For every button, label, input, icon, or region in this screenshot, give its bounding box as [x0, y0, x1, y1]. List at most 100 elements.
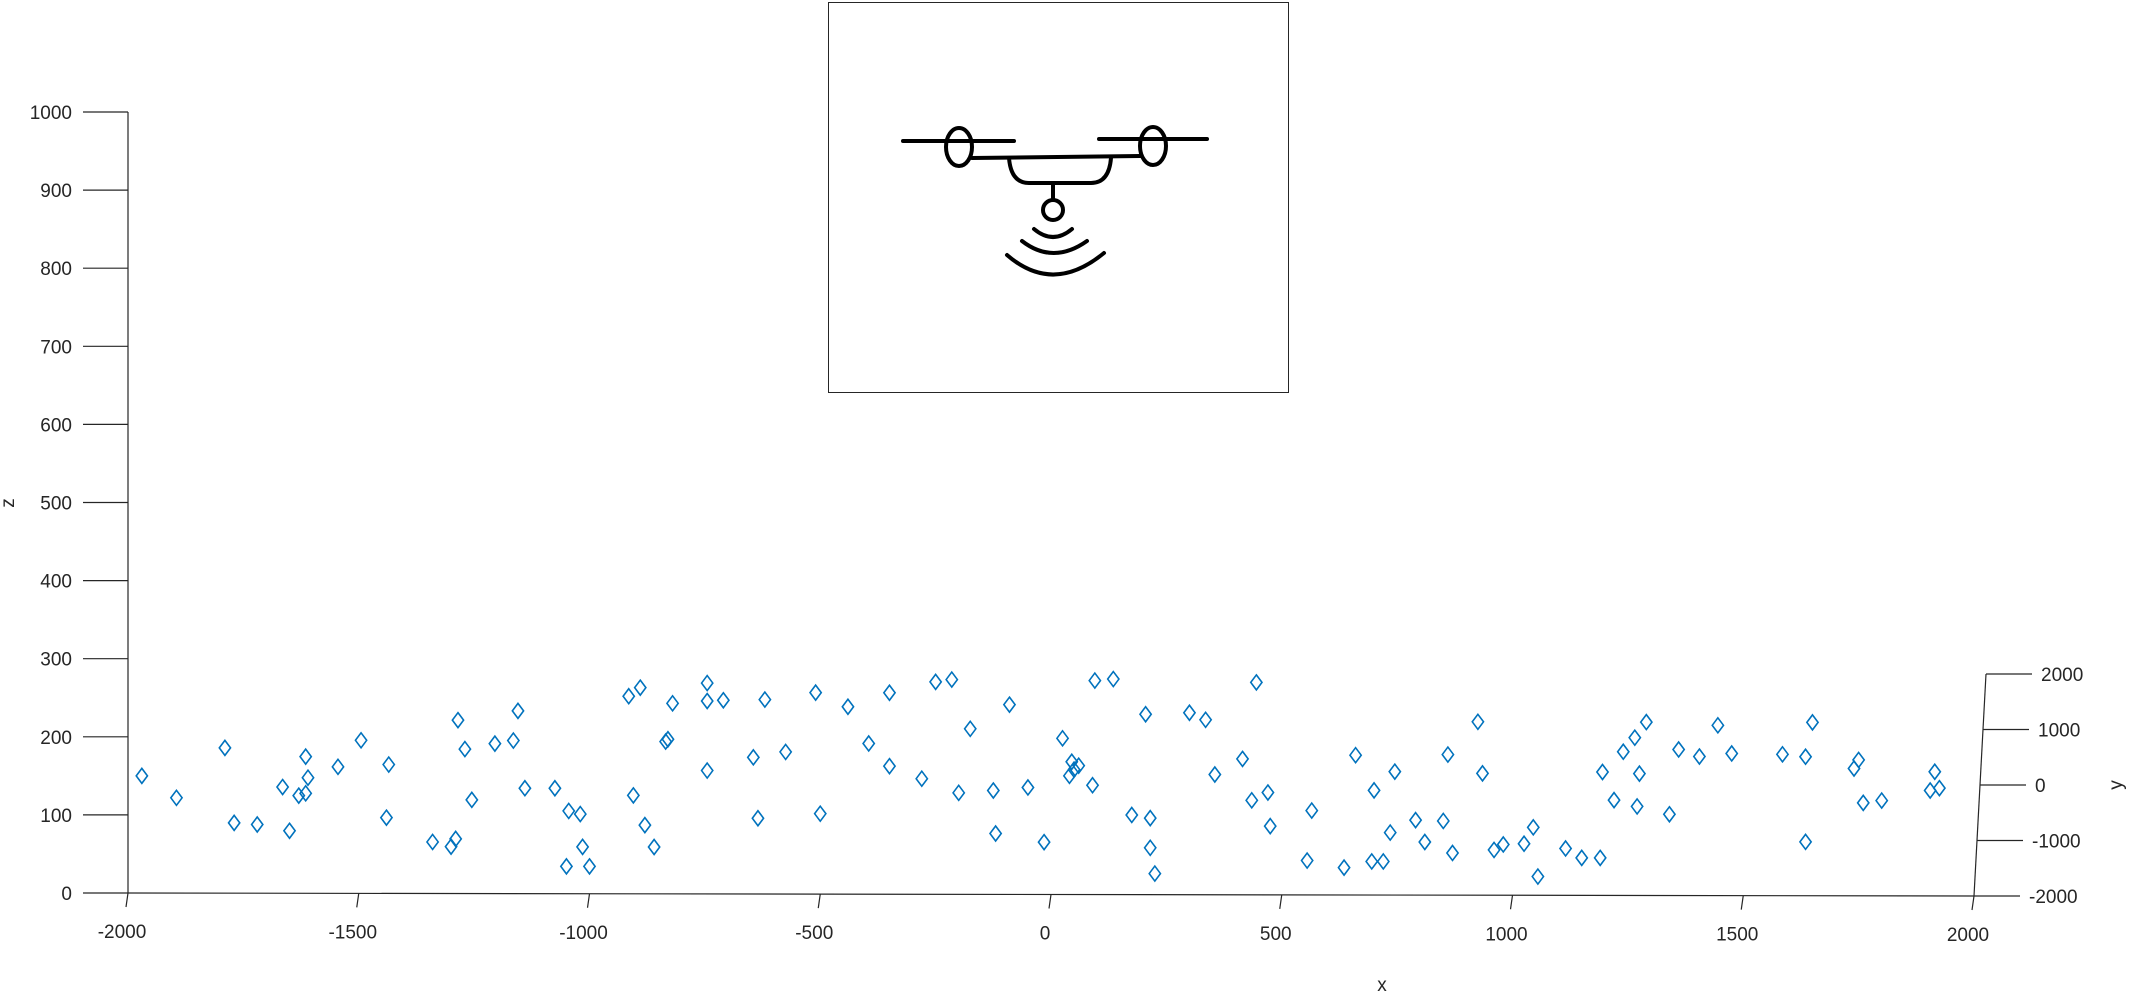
x-tick-label: 2000 [1947, 925, 1989, 946]
x-tick-label: 1000 [1485, 924, 1527, 945]
data-point [716, 691, 730, 710]
data-point [299, 747, 313, 766]
x-tick-label: -1000 [559, 923, 608, 944]
data-point [700, 674, 714, 692]
data-point [227, 814, 241, 832]
data-point [1182, 703, 1197, 722]
data-point [425, 833, 440, 851]
data-point [633, 678, 647, 697]
data-point [1143, 809, 1157, 827]
data-point [1441, 745, 1455, 764]
x-tick-label: 1500 [1716, 925, 1758, 946]
data-point [988, 824, 1003, 843]
data-point [488, 734, 502, 753]
data-point [700, 761, 714, 780]
data-point [1475, 764, 1490, 783]
z-tick-label: 800 [40, 259, 72, 280]
data-point [1037, 833, 1051, 851]
data-point [626, 786, 640, 805]
data-point [1593, 849, 1607, 867]
data-point [1672, 740, 1686, 759]
data-point [292, 786, 306, 805]
data-point [661, 730, 675, 749]
data-point [1072, 756, 1086, 775]
data-point [915, 769, 929, 788]
data-point [1531, 867, 1545, 886]
data-point [746, 748, 760, 767]
data-point [1305, 801, 1319, 820]
x-tick-mark [1279, 894, 1283, 909]
x-tick-label: -500 [795, 923, 833, 944]
data-point [952, 783, 966, 802]
data-point [250, 815, 264, 834]
x-tick-mark [1740, 895, 1744, 910]
data-point [1055, 729, 1070, 748]
data-point [659, 732, 673, 751]
data-point [647, 838, 661, 856]
data-point [929, 673, 943, 691]
drone-icon [901, 125, 1209, 277]
data-point [1408, 811, 1423, 829]
data-point [1639, 713, 1653, 731]
data-point [841, 697, 855, 716]
data-point [882, 757, 897, 775]
data-point [1517, 834, 1531, 853]
data-point [1487, 841, 1501, 859]
data-point [1928, 762, 1942, 781]
z-tick-label: 0 [61, 884, 72, 905]
z-tick-label: 500 [40, 494, 72, 515]
data-point [1067, 760, 1081, 779]
data-point [700, 692, 714, 710]
data-point [169, 788, 184, 807]
data-point [1062, 766, 1077, 785]
data-point [1856, 794, 1870, 812]
drone-inset-box [828, 2, 1289, 393]
x-tick-mark [586, 893, 591, 908]
x-tick-mark [1509, 895, 1514, 910]
data-point [1065, 752, 1079, 771]
data-point [1245, 791, 1259, 810]
x-tick-mark [356, 893, 360, 908]
data-point [963, 719, 977, 738]
data-point [1471, 712, 1485, 731]
data-point [813, 804, 827, 823]
data-point [986, 781, 1000, 800]
data-point [1300, 851, 1314, 870]
data-point [1148, 864, 1162, 883]
data-point [1575, 849, 1589, 867]
data-point [1595, 763, 1610, 781]
data-point [1662, 805, 1677, 824]
data-point [451, 711, 465, 729]
data-point [1088, 671, 1102, 690]
data-point [518, 779, 532, 798]
data-point [1496, 835, 1510, 854]
data-point [379, 808, 394, 827]
data-point [1632, 764, 1647, 783]
data-point [1337, 858, 1351, 877]
data-point [1002, 695, 1017, 714]
z-tick-label: 1000 [30, 103, 72, 124]
data-point [1106, 670, 1120, 688]
data-point [1436, 812, 1450, 830]
data-point [862, 734, 876, 753]
data-point [1711, 716, 1725, 735]
data-point [582, 857, 597, 876]
data-point [1923, 781, 1937, 800]
y-tick-label: 0 [2035, 776, 2046, 797]
y-tick-label: -1000 [2032, 832, 2081, 853]
data-point [882, 683, 897, 702]
data-point [1021, 778, 1035, 797]
z-tick-label: 400 [40, 572, 72, 593]
data-point [282, 821, 297, 840]
y-tick-label: -2000 [2029, 887, 2078, 908]
data-point [1445, 844, 1460, 862]
x-tick-label: 0 [1040, 924, 1051, 945]
data-point [758, 690, 772, 709]
data-point [1932, 779, 1947, 797]
axes: -2000 -1500 -1000 -500 0 500 1000 1500 200001002… [0, 103, 2127, 994]
data-point [548, 779, 562, 798]
data-point [1798, 833, 1813, 851]
x-tick-label: -1500 [328, 922, 377, 943]
data-point [1692, 747, 1707, 766]
data-point [331, 757, 345, 776]
